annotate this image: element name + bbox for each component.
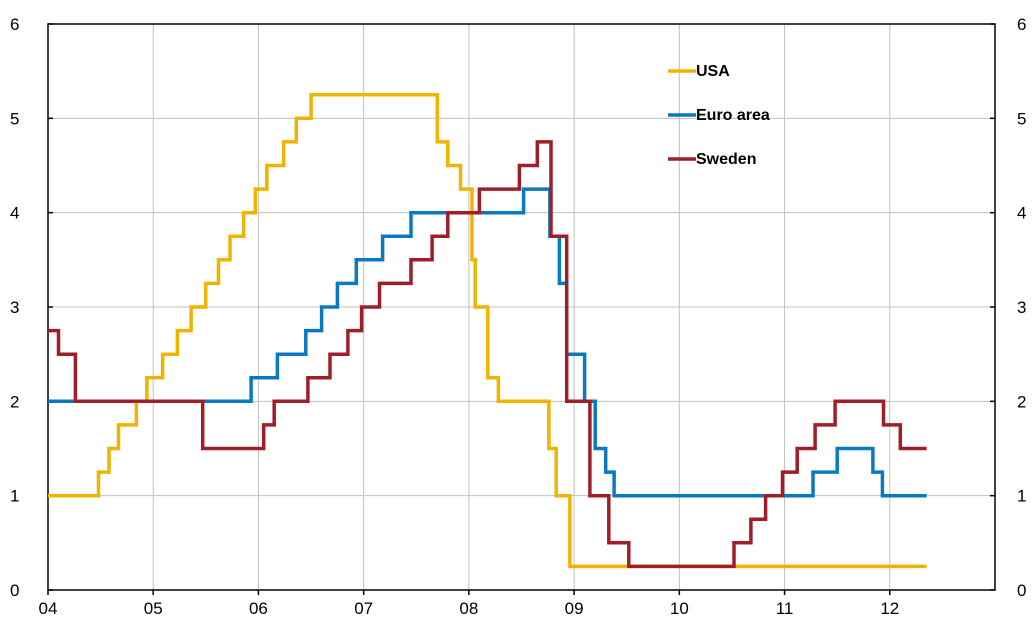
x-tick-label: 12 xyxy=(880,599,899,618)
series-line-sweden xyxy=(48,140,927,569)
x-tick-label: 05 xyxy=(144,599,163,618)
x-tick-label: 06 xyxy=(249,599,268,618)
series-lines xyxy=(48,93,927,569)
y-tick-label-right: 6 xyxy=(1017,15,1026,34)
x-tick-label: 04 xyxy=(39,599,58,618)
legend-label-euro-area: Euro area xyxy=(696,107,770,124)
y-tick-label-right: 2 xyxy=(1017,392,1026,411)
series-line-usa xyxy=(48,93,927,569)
x-tick-label: 11 xyxy=(776,599,794,618)
legend-label-usa: USA xyxy=(696,63,730,80)
plot-frame xyxy=(47,23,996,591)
legend: USA Euro area Sweden xyxy=(668,63,770,168)
y-tick-label-left: 6 xyxy=(10,15,19,34)
x-tick-label: 09 xyxy=(565,599,584,618)
y-tick-label-left: 1 xyxy=(10,487,19,506)
y-tick-label-right: 3 xyxy=(1017,298,1026,317)
y-tick-label-left: 2 xyxy=(10,392,19,411)
y-tick-label-left: 0 xyxy=(10,581,19,600)
x-tick-label: 07 xyxy=(354,599,373,618)
x-tick-label: 08 xyxy=(459,599,478,618)
y-tick-label-right: 4 xyxy=(1017,204,1026,223)
x-tick-label: 10 xyxy=(670,599,689,618)
tick-labels: 04 05 06 07 08 09 10 11 120 01 12 23 34 45 56 6 xyxy=(10,15,1026,618)
y-tick-label-right: 1 xyxy=(1017,487,1026,506)
y-tick-label-right: 0 xyxy=(1017,581,1026,600)
y-tick-label-left: 3 xyxy=(10,298,19,317)
y-tick-label-left: 5 xyxy=(10,109,19,128)
y-tick-label-right: 5 xyxy=(1017,109,1026,128)
legend-label-sweden: Sweden xyxy=(696,151,756,168)
y-tick-label-left: 4 xyxy=(10,204,19,223)
